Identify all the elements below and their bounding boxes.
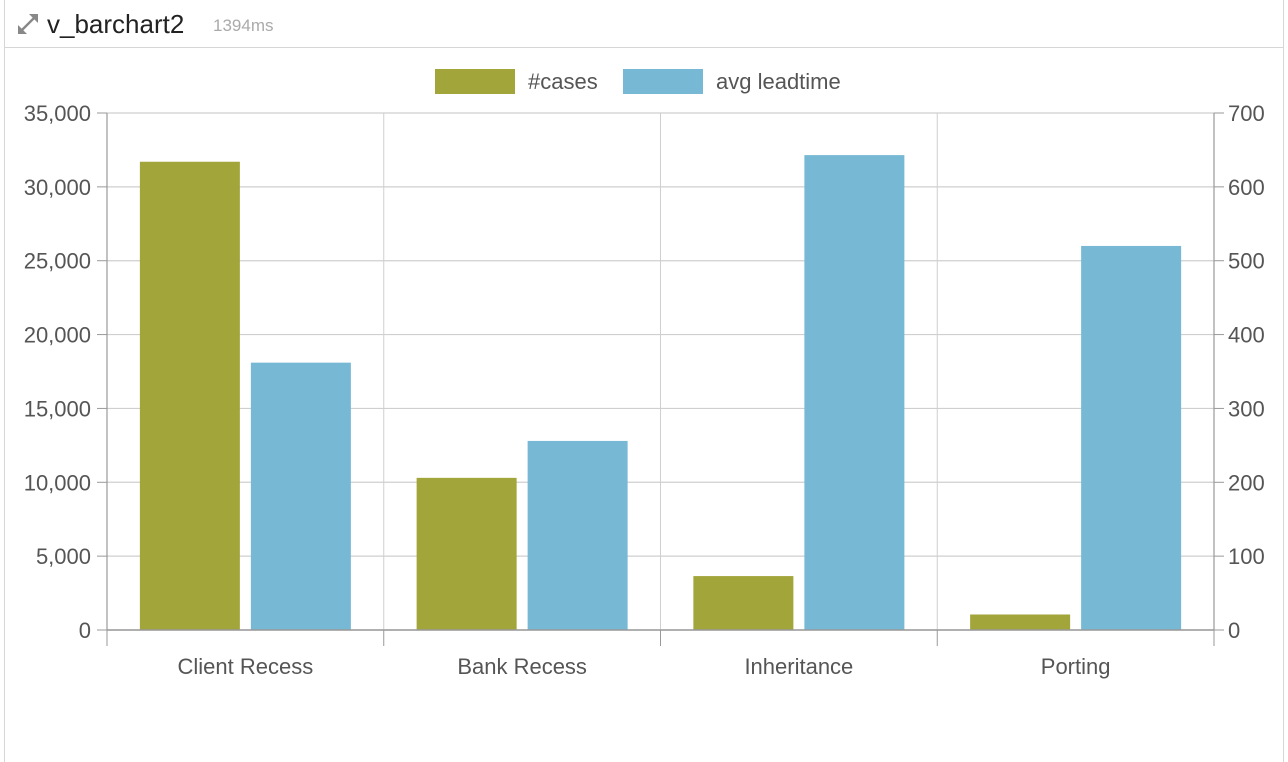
x-category-label: Porting	[1041, 654, 1111, 679]
x-category-label: Client Recess	[178, 654, 314, 679]
chart-panel: v_barchart2 1394ms 0 0 5,000 100 10,000 200 15…	[4, 0, 1284, 762]
y-left-tick-label: 0	[79, 618, 91, 643]
y-right-tick-label: 700	[1228, 101, 1265, 126]
legend: #cases avg leadtime	[435, 69, 841, 94]
bar-avg-leadtime[interactable]	[250, 362, 351, 630]
y-right-tick-label: 300	[1228, 396, 1265, 421]
y-left-tick-label: 15,000	[24, 396, 91, 421]
bar-avg-leadtime[interactable]	[1081, 245, 1182, 630]
expand-arrows-icon[interactable]	[15, 11, 41, 37]
bar-avg-leadtime[interactable]	[527, 440, 628, 630]
y-right-tick-label: 100	[1228, 544, 1265, 569]
y-left-tick-label: 20,000	[24, 323, 91, 348]
render-time-label: 1394ms	[213, 16, 274, 35]
y-right-tick-label: 0	[1228, 618, 1240, 643]
legend-label[interactable]: avg leadtime	[716, 69, 841, 94]
y-left-tick-label: 5,000	[36, 544, 91, 569]
y-left-tick-label: 10,000	[24, 470, 91, 495]
x-category-label: Bank Recess	[457, 654, 587, 679]
bar-cases[interactable]	[970, 614, 1071, 630]
legend-label[interactable]: #cases	[528, 69, 598, 94]
bars	[139, 155, 1182, 630]
axes: 0 0 5,000 100 10,000 200 15,000 300 20,000 400 25,…	[24, 101, 1265, 679]
x-category-label: Inheritance	[744, 654, 853, 679]
legend-swatch[interactable]	[623, 69, 703, 94]
bar-cases[interactable]	[139, 161, 240, 630]
y-left-tick-label: 25,000	[24, 249, 91, 274]
y-left-tick-label: 30,000	[24, 175, 91, 200]
panel-header: v_barchart2 1394ms	[5, 0, 1283, 48]
panel-title: v_barchart2	[47, 9, 185, 39]
bar-chart: 0 0 5,000 100 10,000 200 15,000 300 20,000 400 25,…	[24, 69, 1265, 679]
bar-cases[interactable]	[693, 576, 794, 630]
y-right-tick-label: 500	[1228, 249, 1265, 274]
y-right-tick-label: 200	[1228, 470, 1265, 495]
y-right-tick-label: 400	[1228, 323, 1265, 348]
bar-cases[interactable]	[416, 477, 517, 630]
y-right-tick-label: 600	[1228, 175, 1265, 200]
legend-swatch[interactable]	[435, 69, 515, 94]
bar-avg-leadtime[interactable]	[804, 155, 905, 630]
y-left-tick-label: 35,000	[24, 101, 91, 126]
